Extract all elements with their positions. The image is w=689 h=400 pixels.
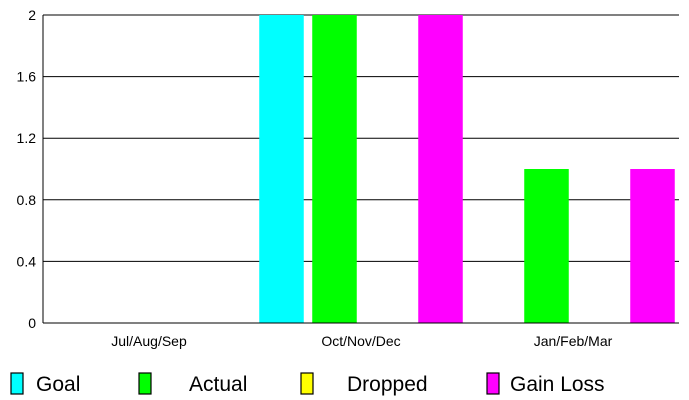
- legend-swatch: [10, 372, 24, 395]
- x-tick-label: Jul/Aug/Sep: [111, 333, 187, 349]
- y-tick-label: 2: [28, 7, 36, 23]
- legend: Goal Actual Dropped Gain Loss: [10, 372, 605, 396]
- y-tick-label: 1.2: [17, 130, 37, 146]
- y-tick-label: 0.4: [17, 253, 37, 269]
- y-tick-label: 1.6: [17, 69, 37, 85]
- y-tick-label: 0: [28, 315, 36, 331]
- bars: [259, 15, 675, 323]
- bar: [312, 15, 357, 323]
- bar: [630, 169, 675, 323]
- x-tick-label: Jan/Feb/Mar: [534, 333, 613, 349]
- bar: [418, 15, 463, 323]
- legend-label: Gain Loss: [510, 373, 605, 396]
- legend-label: Dropped: [347, 373, 428, 396]
- legend-swatch: [138, 372, 152, 395]
- y-tick-label: 0.8: [17, 192, 37, 208]
- y-tick-labels: 0 0.4 0.8 1.2 1.6 2: [17, 7, 37, 331]
- x-tick-labels: Jul/Aug/Sep Oct/Nov/Dec Jan/Feb/Mar: [111, 333, 612, 349]
- legend-label: Actual: [189, 373, 247, 396]
- legend-label: Goal: [36, 373, 80, 396]
- gridlines: [43, 14, 679, 262]
- legend-swatch: [486, 372, 500, 395]
- x-tick-label: Oct/Nov/Dec: [321, 333, 400, 349]
- bar: [524, 169, 569, 323]
- axes: [42, 15, 679, 324]
- bar: [259, 15, 304, 323]
- legend-swatch: [300, 372, 314, 395]
